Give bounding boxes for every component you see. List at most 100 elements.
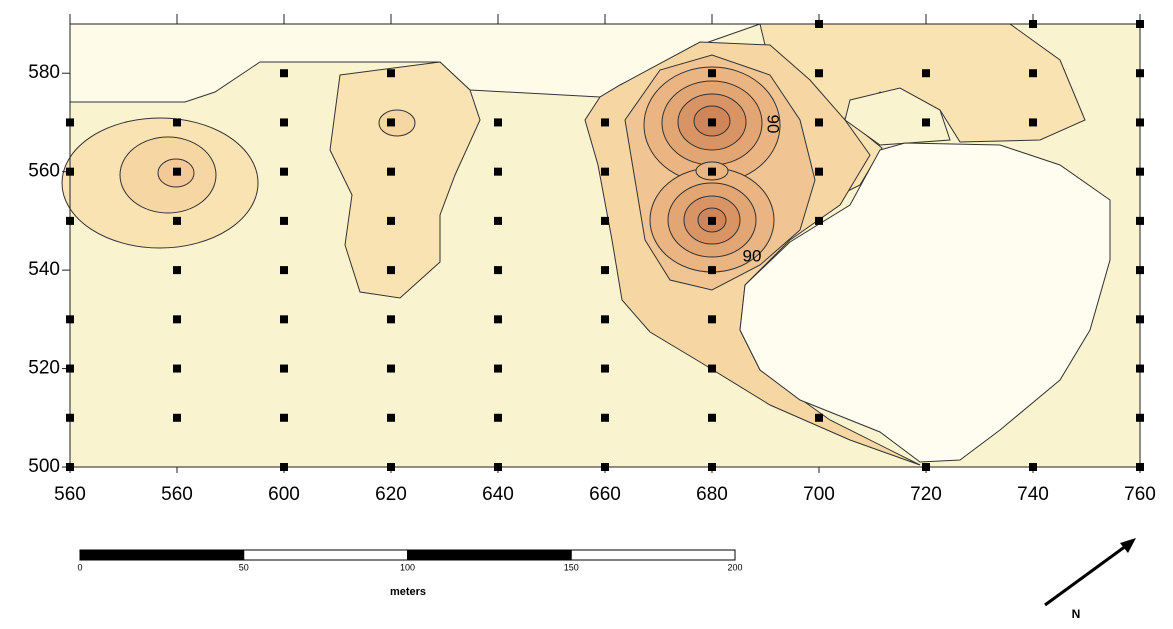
contour-region [378, 109, 416, 137]
sample-point [387, 69, 395, 78]
sample-point [173, 118, 181, 127]
x-tick-label: 700 [803, 484, 835, 505]
sample-point [1029, 463, 1037, 471]
x-tick-label: 760 [1124, 484, 1156, 505]
x-tick-label: 620 [375, 484, 407, 505]
sample-point [708, 315, 716, 324]
sample-point [66, 364, 74, 373]
contour-region [329, 61, 481, 299]
sample-point [708, 266, 716, 275]
sample-point [387, 216, 395, 225]
sample-point [1136, 118, 1144, 127]
contour-label: 90 [743, 246, 762, 265]
y-tick-label: 500 [28, 456, 60, 477]
scale-segment [570, 549, 736, 561]
sample-point [280, 69, 288, 78]
sample-point [280, 167, 288, 176]
sample-point [173, 216, 181, 225]
sample-point [173, 413, 181, 422]
x-tick-label: 720 [910, 484, 942, 505]
sample-point [280, 413, 288, 422]
sample-point [387, 167, 395, 176]
sample-point [66, 118, 74, 127]
sample-point [601, 216, 609, 225]
sample-point [601, 315, 609, 324]
north-arrow [1044, 541, 1131, 607]
sample-point [815, 118, 823, 127]
sample-point [815, 167, 823, 176]
scale-segment [407, 549, 572, 561]
sample-point [280, 118, 288, 127]
sample-point [494, 364, 502, 373]
sample-point [601, 463, 609, 471]
sample-point [1136, 69, 1144, 78]
sample-point [601, 364, 609, 373]
scale-unit: meters [390, 586, 426, 598]
sample-point [708, 413, 716, 422]
scale-segment [79, 549, 245, 561]
north-arrow-head [1120, 538, 1136, 553]
sample-point [173, 266, 181, 275]
sample-point [1136, 315, 1144, 324]
sample-point [1136, 463, 1144, 471]
sample-point [1029, 69, 1037, 78]
sample-point [815, 20, 823, 28]
sample-point [494, 167, 502, 176]
y-tick-label: 540 [28, 259, 60, 280]
sample-point [1136, 266, 1144, 275]
sample-point [922, 463, 930, 471]
sample-point [601, 167, 609, 176]
x-tick-label: 660 [589, 484, 621, 505]
sample-point [173, 364, 181, 373]
sample-point [1029, 118, 1037, 127]
sample-point [66, 216, 74, 225]
sample-point [1136, 364, 1144, 373]
sample-point [708, 69, 716, 78]
sample-point [280, 266, 288, 275]
y-tick-label: 520 [28, 358, 60, 379]
sample-point [494, 463, 502, 471]
sample-point [494, 315, 502, 324]
sample-point [708, 216, 716, 225]
sample-point [280, 315, 288, 324]
sample-point [815, 69, 823, 78]
x-tick-label: 640 [482, 484, 514, 505]
sample-point [1136, 167, 1144, 176]
sample-point [387, 266, 395, 275]
x-tick-label: 600 [268, 484, 300, 505]
sample-point [1136, 20, 1144, 28]
sample-point [494, 216, 502, 225]
sample-point [708, 364, 716, 373]
sample-point [280, 364, 288, 373]
x-tick-label: 560 [161, 484, 193, 505]
sample-point [815, 216, 823, 225]
contour-label: 90 [764, 115, 783, 134]
sample-point [601, 118, 609, 127]
sample-point [494, 413, 502, 422]
sample-point [280, 463, 288, 471]
y-tick-label: 580 [28, 62, 60, 83]
sample-point [922, 118, 930, 127]
sample-point [1136, 216, 1144, 225]
sample-point [601, 413, 609, 422]
sample-point [66, 413, 74, 422]
sample-point [922, 69, 930, 78]
scale-label: 0 [77, 562, 82, 572]
sample-point [387, 364, 395, 373]
sample-point [494, 118, 502, 127]
scale-segment [243, 549, 408, 561]
sample-point [494, 266, 502, 275]
x-tick-label: 740 [1017, 484, 1049, 505]
sample-point [708, 167, 716, 176]
x-tick-label: 560 [54, 484, 86, 505]
x-tick-label: 680 [696, 484, 728, 505]
scale-label: 200 [727, 562, 742, 572]
sample-point [708, 463, 716, 471]
sample-point [66, 315, 74, 324]
sample-point [387, 463, 395, 471]
sample-point [601, 266, 609, 275]
sample-point [708, 118, 716, 127]
sample-point [66, 167, 74, 176]
sample-point [387, 315, 395, 324]
